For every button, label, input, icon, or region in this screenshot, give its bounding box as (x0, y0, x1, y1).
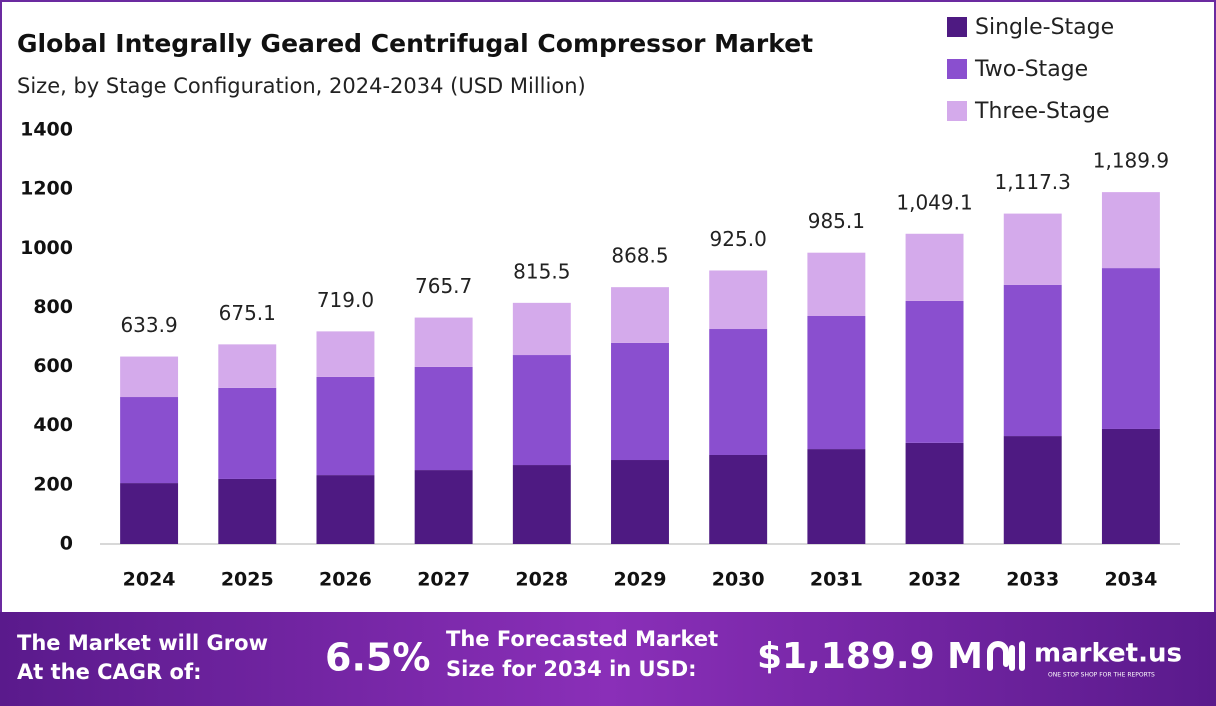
total-label: 1,117.3 (995, 170, 1071, 194)
bar-segment (709, 270, 768, 330)
bar-segment (1101, 268, 1160, 429)
bar-segment (120, 356, 179, 398)
y-tick-label: 1400 (20, 119, 73, 141)
total-label: 1,049.1 (896, 190, 972, 214)
total-label: 719.0 (317, 288, 374, 312)
total-label: 633.9 (120, 313, 177, 337)
bar-segment (905, 300, 964, 443)
bar-segment (120, 483, 179, 544)
bar-segment (316, 376, 375, 476)
legend-swatch (947, 59, 967, 79)
bar-segment (905, 233, 964, 301)
bar-segment (218, 344, 277, 388)
brand-icon (987, 641, 1025, 671)
x-tick-label: 2026 (319, 569, 372, 591)
bar-segment (1101, 192, 1160, 269)
bar-segment (512, 465, 571, 544)
x-tick-label: 2025 (221, 569, 274, 591)
legend-label: Single-Stage (975, 15, 1114, 40)
total-label: 868.5 (611, 244, 668, 268)
forecast-text: Size for 2034 in USD: (446, 657, 697, 681)
legend-label: Three-Stage (974, 99, 1110, 124)
total-label: 925.0 (710, 227, 767, 251)
chart-title: Global Integrally Geared Centrifugal Com… (17, 29, 813, 58)
brand: market.us (1034, 639, 1182, 669)
bar-segment (1003, 436, 1062, 544)
bar-segment (120, 397, 179, 484)
y-tick-label: 600 (33, 355, 73, 377)
x-tick-label: 2033 (1006, 569, 1059, 591)
bar-segment (807, 449, 866, 544)
bar-segment (316, 475, 375, 544)
y-tick-label: 400 (33, 414, 73, 436)
x-tick-label: 2030 (712, 569, 765, 591)
y-tick-label: 1000 (20, 237, 73, 259)
bar-segment (905, 442, 964, 544)
bar-segment (512, 302, 571, 356)
bar-segment (611, 342, 669, 461)
bar-segment (709, 454, 768, 544)
x-tick-label: 2034 (1104, 569, 1157, 591)
x-tick-label: 2029 (614, 569, 667, 591)
y-tick-label: 800 (33, 296, 73, 318)
tagline: ONE STOP SHOP FOR THE REPORTS (1048, 672, 1155, 679)
total-label: 765.7 (415, 274, 472, 298)
cagr-value: 6.5% (325, 636, 430, 680)
total-label: 815.5 (513, 259, 570, 283)
x-tick-label: 2027 (417, 569, 470, 591)
x-tick-label: 2031 (810, 569, 863, 591)
bar-segment (218, 478, 277, 544)
chart-subtitle: Size, by Stage Configuration, 2024-2034 … (17, 74, 586, 98)
total-label: 675.1 (219, 301, 276, 325)
y-tick-label: 200 (33, 473, 73, 495)
forecast-text: The Forecasted Market (446, 627, 718, 651)
y-tick-label: 1200 (20, 178, 73, 200)
legend-label: Two-Stage (974, 57, 1088, 82)
total-label: 985.1 (808, 209, 865, 233)
bar-segment (807, 252, 866, 317)
bar-segment (1101, 428, 1160, 544)
bar-segment (807, 316, 866, 450)
bar-segment (611, 287, 669, 343)
y-tick-label: 0 (60, 533, 73, 555)
cagr-text: At the CAGR of: (17, 660, 202, 684)
total-label: 1,189.9 (1093, 149, 1169, 173)
bar-segment (316, 331, 375, 377)
bar-segment (512, 355, 571, 466)
forecast-value: $1,189.9 M (757, 636, 983, 677)
legend-swatch (947, 17, 967, 37)
bar-segment (414, 366, 473, 471)
x-tick-label: 2032 (908, 569, 961, 591)
bar-segment (709, 329, 768, 455)
bar-segment (218, 387, 277, 479)
bar-segment (1003, 284, 1062, 437)
bar-segment (1003, 213, 1062, 285)
bar-segment (414, 470, 473, 544)
footer: The Market will Grow At the CAGR of: 6.5… (0, 612, 1216, 706)
x-tick-label: 2028 (515, 569, 568, 591)
legend-swatch (947, 101, 967, 121)
bar-segment (414, 317, 473, 367)
cagr-text: The Market will Grow (17, 631, 268, 655)
x-tick-label: 2024 (123, 569, 176, 591)
bar-segment (611, 460, 669, 544)
